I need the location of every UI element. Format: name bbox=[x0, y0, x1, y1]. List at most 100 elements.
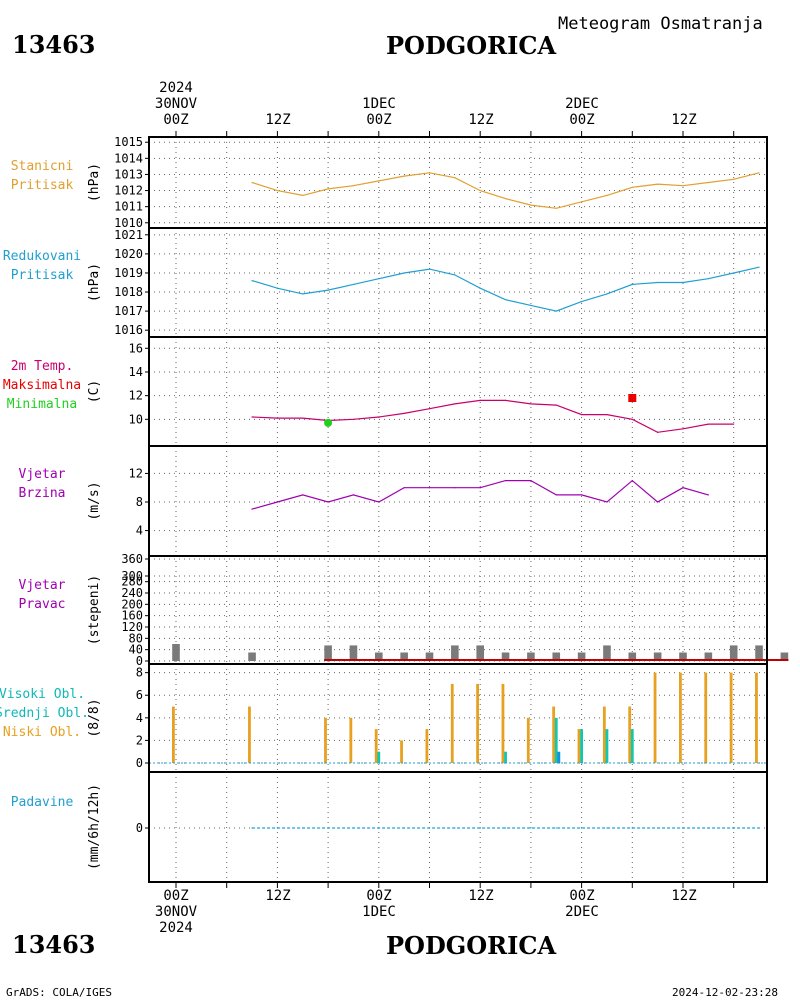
bottom-time-label-4: 00Z 2DEC bbox=[552, 888, 612, 920]
data-point bbox=[403, 412, 405, 415]
data-point bbox=[302, 293, 304, 295]
cloud-bar bbox=[476, 683, 479, 763]
data-point bbox=[302, 494, 304, 496]
bottom-time-hour: 12Z bbox=[265, 888, 291, 904]
data-point bbox=[403, 175, 405, 177]
y-tick-label: 1016 bbox=[114, 323, 143, 337]
panel-redukovani-pritisak: 1016 1017 1018 1019 1020 1021 (hPa) Redukovani P… bbox=[3, 227, 768, 338]
y-tick-label: 0 bbox=[136, 654, 143, 668]
data-point bbox=[707, 827, 709, 829]
data-point bbox=[707, 423, 709, 425]
data-point bbox=[758, 172, 760, 174]
data-point bbox=[352, 418, 355, 420]
cloud-bar bbox=[450, 683, 454, 763]
data-point bbox=[530, 827, 532, 829]
series-label: Srednji Obl. bbox=[0, 706, 89, 721]
top-time-hour: 12Z bbox=[265, 112, 291, 128]
station-id-top: 13463 bbox=[12, 30, 96, 59]
data-point bbox=[555, 827, 557, 829]
panel-oblacnost: 0 2 4 6 8 (8/8)Visoki Obl. Srednji Obl. Niski O… bbox=[0, 663, 768, 773]
bottom-time-label-5: 12Z bbox=[654, 888, 714, 904]
data-point bbox=[631, 283, 633, 286]
data-point bbox=[378, 827, 380, 829]
data-point bbox=[682, 827, 684, 829]
bottom-time-label-1: 12Z bbox=[248, 888, 308, 904]
data-point bbox=[454, 274, 456, 276]
data-point bbox=[454, 403, 456, 405]
y-tick-label: 14 bbox=[129, 365, 143, 379]
data-point bbox=[327, 827, 329, 829]
wind-direction-bar bbox=[552, 652, 561, 661]
bottom-time-hour: 00Z bbox=[569, 888, 595, 904]
cloud-bar bbox=[172, 706, 175, 763]
wind-direction-bar bbox=[577, 652, 586, 661]
data-point bbox=[276, 287, 278, 289]
data-point bbox=[758, 266, 760, 268]
top-time-hour: 12Z bbox=[671, 112, 697, 128]
data-point bbox=[327, 289, 329, 291]
wind-direction-bar bbox=[451, 645, 459, 661]
top-time-year: 2024 bbox=[159, 80, 193, 96]
cloud-bar bbox=[324, 717, 327, 763]
cloud-bar bbox=[248, 706, 251, 763]
y-tick-label: 200 bbox=[121, 597, 143, 611]
unit-label: (m/s) bbox=[87, 481, 102, 520]
data-point bbox=[530, 479, 532, 482]
data-point bbox=[657, 281, 659, 284]
data-point bbox=[428, 408, 431, 410]
data-point bbox=[606, 194, 608, 196]
panel-vjetar-brzina: 4 8 12 (m/s) Vjetar Brzina bbox=[19, 445, 768, 557]
data-point bbox=[352, 827, 355, 829]
cloud-bar bbox=[374, 729, 378, 763]
data-point bbox=[479, 189, 481, 192]
data-point bbox=[606, 501, 608, 503]
y-tick-label: 1017 bbox=[114, 304, 143, 318]
data-point bbox=[707, 278, 709, 280]
data-point bbox=[581, 413, 583, 416]
cloud-bar bbox=[704, 672, 708, 763]
panel-frame bbox=[148, 771, 768, 883]
cloud-bar bbox=[605, 729, 609, 763]
data-point bbox=[276, 501, 278, 503]
data-point bbox=[251, 827, 253, 829]
data-point bbox=[530, 304, 532, 306]
top-time-label-2: 1DEC 00Z bbox=[349, 96, 409, 128]
data-point bbox=[428, 172, 431, 174]
data-point bbox=[631, 186, 633, 188]
unit-label: (C) bbox=[87, 380, 102, 403]
wind-direction-bar bbox=[679, 652, 687, 661]
top-time-label-4: 2DEC 00Z bbox=[552, 96, 612, 128]
cloud-bar bbox=[554, 717, 558, 763]
data-point bbox=[479, 487, 481, 489]
wind-direction-bar bbox=[704, 652, 713, 661]
series-label: Vjetar bbox=[19, 467, 66, 482]
data-point bbox=[555, 310, 557, 312]
data-point bbox=[504, 198, 507, 200]
data-point bbox=[378, 501, 380, 503]
data-point bbox=[302, 827, 304, 829]
cloud-bar bbox=[729, 672, 733, 763]
data-point bbox=[530, 403, 532, 405]
y-tick-label: 4 bbox=[136, 711, 143, 725]
data-point bbox=[403, 487, 405, 489]
bottom-time-hour: 12Z bbox=[468, 888, 494, 904]
data-point bbox=[555, 494, 557, 496]
cloud-bar bbox=[425, 729, 429, 763]
y-tick-label: 0 bbox=[136, 821, 143, 835]
bottom-time-label-3: 12Z bbox=[451, 888, 511, 904]
wind-direction-bar bbox=[527, 652, 535, 661]
data-point bbox=[251, 279, 253, 282]
data-point bbox=[555, 207, 557, 209]
series-line bbox=[252, 399, 734, 433]
top-time-date: 1DEC bbox=[362, 96, 396, 112]
data-point bbox=[479, 399, 481, 401]
data-point bbox=[504, 479, 507, 482]
y-tick-label: 0 bbox=[136, 756, 143, 770]
bottom-time-date: 1DEC bbox=[362, 904, 396, 920]
cloud-bar bbox=[552, 706, 556, 763]
data-point bbox=[682, 428, 684, 430]
cloud-bar bbox=[679, 672, 682, 763]
wind-direction-bar bbox=[729, 645, 738, 661]
cloud-bar bbox=[630, 729, 634, 763]
top-time-hour: 00Z bbox=[569, 112, 595, 128]
